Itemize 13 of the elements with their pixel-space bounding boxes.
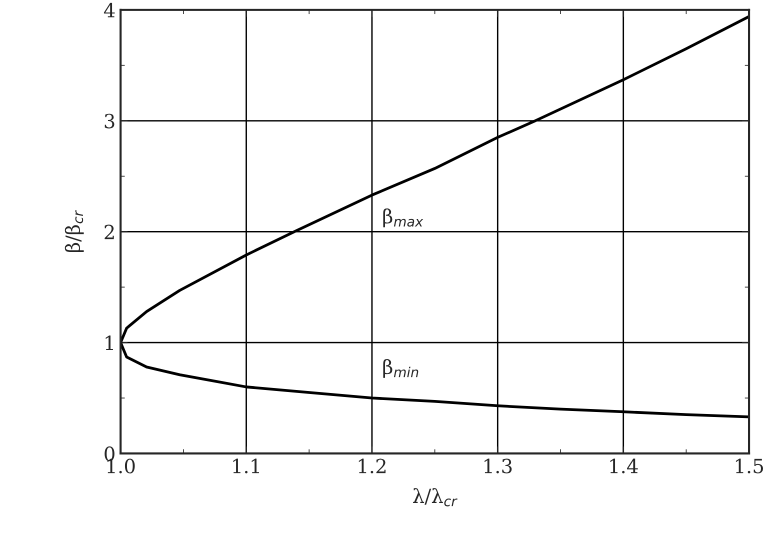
x-tick-label: 1.3 [484,458,512,474]
y-axis-title: β/β$_{cr}$ [64,210,84,252]
x-tick-label: 1.5 [736,458,763,474]
x-axis-title: λ/λ$_{cr}$ [413,488,458,506]
y-tick-label: 2 [104,224,114,240]
series-label: β$_{min}$ [383,359,418,378]
x-tick-label: 1.1 [233,458,259,474]
series-label: β$_{max}$ [383,208,424,228]
y-tick-label: 3 [104,114,114,128]
y-tick-label: 4 [104,2,115,18]
x-tick-label: 1.4 [610,458,638,474]
x-tick-label: 1.2 [358,458,386,474]
y-tick-label: 1 [106,336,113,350]
